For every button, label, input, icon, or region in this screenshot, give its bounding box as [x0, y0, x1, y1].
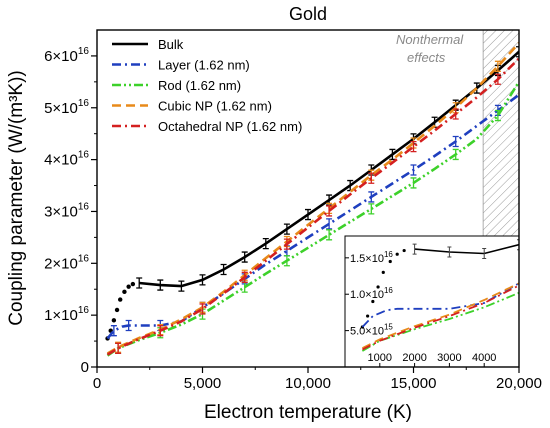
series-0-errorbar	[283, 223, 290, 235]
series-1-errorbar	[410, 164, 417, 176]
series-1-errorbar	[452, 135, 459, 148]
inset-series-0-point	[366, 314, 370, 318]
annotation-effects: effects	[407, 50, 446, 65]
series-3-errorbar	[494, 60, 501, 72]
inset-series-0-errorbar	[412, 243, 417, 255]
series-3-line	[106, 42, 519, 355]
series-0-errorbar	[241, 251, 248, 263]
series-2-errorbar	[452, 148, 459, 161]
inset-series-2-line	[361, 291, 519, 352]
inset-chart: 1000 2000 3000 4000 5.0×1015 1.0×1016 1.5×1016	[344, 235, 520, 368]
y-tick-label: 6×1016	[44, 46, 89, 65]
series-4	[106, 57, 519, 356]
inset-series-0-errorbar	[482, 247, 487, 259]
x-axis-label: Electron temperature (K)	[204, 402, 412, 423]
series-4-errorbar	[326, 205, 333, 217]
series-1-errorbar	[368, 191, 375, 203]
annotation-nonthermal: Nonthermal	[396, 32, 464, 47]
inset-series-0-errorbar	[447, 246, 452, 258]
y-tick-label: 4×1016	[44, 150, 89, 169]
inset-series-0-point	[388, 259, 392, 264]
y-tick-label: 2×1016	[44, 253, 89, 272]
series-0-errorbar	[262, 237, 269, 250]
x-tick-label: 20,000	[496, 375, 542, 392]
series-4-errorbar	[368, 172, 375, 184]
series-4-errorbar	[494, 73, 501, 85]
series-2-line	[106, 81, 519, 357]
inset-x-tick-label: 3000	[437, 352, 461, 364]
series-4-errorbar	[241, 271, 248, 283]
series-2-errorbar	[326, 229, 333, 241]
series-4-line	[106, 57, 519, 356]
series-2-errorbar	[368, 203, 375, 215]
axes: 0 5,000 10,000 15,000 20,000 0 1×1016 2×1016 3×1…	[44, 29, 542, 392]
series-4-errorbar	[283, 238, 290, 250]
series-1-errorbar	[110, 325, 117, 337]
series-0-point	[114, 307, 120, 313]
legend-label-0: Bulk	[158, 37, 184, 52]
inset-y-tick-label: 5.0×1015	[350, 323, 393, 338]
inset-series-0-point	[371, 299, 375, 304]
inset-series	[360, 239, 519, 352]
inset-series-0-errorbar	[517, 239, 519, 251]
y-tick-label: 3×1016	[44, 201, 89, 220]
series-0-errorbar	[305, 208, 311, 221]
series-0-errorbar	[516, 46, 519, 58]
series-4-errorbar	[199, 303, 206, 315]
series-0-errorbar	[473, 82, 480, 94]
inset-series-0-line	[414, 243, 519, 255]
series-2-errorbar	[283, 255, 290, 267]
inset-y-tick-label: 1.5×1016	[350, 250, 393, 265]
legend: Bulk Layer (1.62 nm) Rod (1.62 nm) Cubic NP…	[106, 32, 346, 141]
series-4-errorbar	[157, 325, 164, 337]
series-0-point	[118, 297, 123, 302]
series-0-errorbar	[136, 277, 143, 289]
y-tick-label: 5×1016	[44, 98, 89, 117]
series-4-errorbar	[115, 342, 122, 354]
series-0-point	[130, 281, 136, 287]
series-0-point	[122, 289, 127, 295]
legend-label-2: Rod (1.62 nm)	[158, 78, 241, 93]
series-0-errorbar	[157, 279, 164, 291]
inset-series-0-point	[395, 252, 399, 256]
y-tick-label: 0	[81, 359, 89, 376]
series-layer	[105, 42, 519, 357]
inset-y-tick-label: 1.0×1016	[350, 286, 393, 301]
series-0-point	[111, 318, 117, 323]
legend-label-4: Octahedral NP (1.62 nm)	[158, 119, 302, 134]
series-0-errorbar	[220, 263, 227, 276]
y-axis-label: Coupling parameter (W/(m³K))	[6, 70, 27, 326]
inset-series-0-point	[376, 285, 380, 289]
series-2-errorbar	[494, 109, 501, 122]
inset-series-0-point	[381, 270, 385, 274]
inset-series-4-line	[361, 284, 519, 351]
series-2-errorbar	[410, 177, 417, 189]
series-0-errorbar	[178, 280, 185, 292]
legend-label-3: Cubic NP (1.62 nm)	[158, 99, 272, 114]
series-4-errorbar	[452, 108, 459, 120]
series-1-errorbar	[326, 218, 333, 230]
series-0-errorbar	[389, 148, 396, 161]
x-tick-label: 5,000	[184, 375, 222, 392]
inset-x-tick-label: 1000	[368, 352, 392, 364]
series-0-point	[126, 284, 131, 289]
inset-series-3-line	[361, 282, 519, 349]
series-4-errorbar	[410, 141, 417, 153]
x-tick-label: 15,000	[391, 375, 437, 392]
inset-series-0-point	[402, 248, 406, 253]
series-0-errorbar	[199, 274, 206, 286]
series-2	[106, 81, 519, 357]
series-1-line	[106, 93, 519, 340]
inset-x-tick-label: 4000	[472, 352, 496, 364]
series-1-errorbar	[125, 319, 132, 332]
legend-label-1: Layer (1.62 nm)	[158, 58, 250, 73]
chart-title: Gold	[289, 4, 327, 24]
inset-series-1-line	[361, 282, 519, 328]
x-tick-label: 0	[93, 375, 101, 392]
x-tick-label: 10,000	[285, 375, 331, 392]
inset-x-tick-label: 2000	[402, 352, 426, 364]
y-tick-label: 1×1016	[44, 305, 89, 324]
